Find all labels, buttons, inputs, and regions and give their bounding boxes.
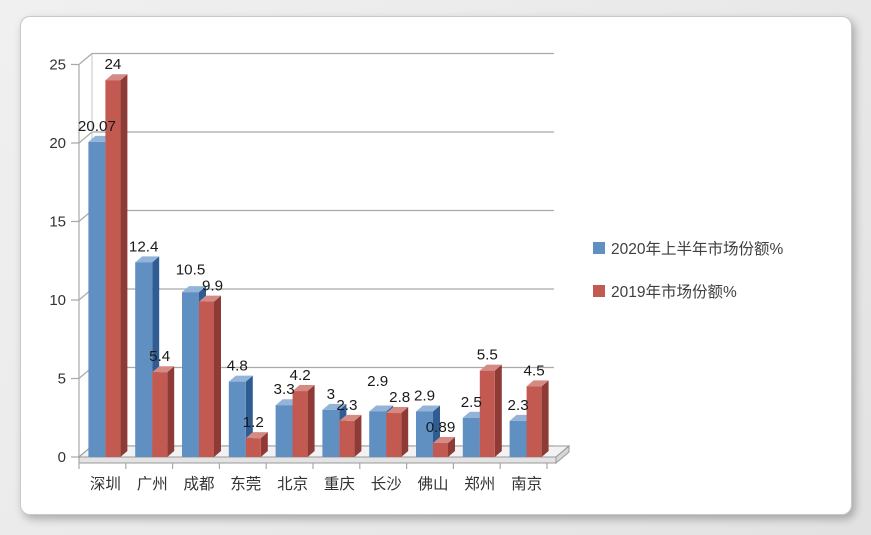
column-2020-2-top — [182, 286, 206, 293]
x-axis-category-label: 东莞 — [230, 475, 261, 493]
y-axis-tick-label: 25 — [49, 57, 66, 74]
value-label: 24 — [104, 56, 121, 73]
chart-floor-side — [555, 444, 570, 465]
column-2019-5-side — [354, 414, 362, 457]
value-label: 9.9 — [202, 278, 223, 295]
value-label: 4.8 — [227, 358, 248, 375]
y-axis-tick-label: 5 — [58, 371, 66, 388]
column-2019-8-top — [479, 364, 502, 371]
value-label: 2.9 — [414, 387, 435, 404]
column-2019-2-side — [214, 295, 221, 457]
column-2019-4-front — [292, 391, 308, 457]
value-label: 2.9 — [367, 373, 388, 390]
column-2020-1-top — [135, 256, 160, 263]
chart-canvas: 0 5 10 15 20 25 深圳 广州 成都 东莞 北京 重庆 长沙 佛山 郑州 南京 20.07 24 12.… — [49, 52, 571, 493]
legend-item-2020: 2020年上半年市场份额% — [593, 237, 783, 259]
column-2020-7-top — [416, 405, 440, 412]
value-label: 2.3 — [336, 397, 357, 414]
legend-label-2020: 2020年上半年市场份额% — [611, 241, 784, 258]
column-2020-6-front — [369, 411, 387, 457]
value-label: 0.89 — [426, 419, 456, 436]
x-axis-category-label: 佛山 — [417, 475, 448, 493]
column-2019-0-top — [105, 74, 128, 81]
y-gridline — [71, 209, 554, 223]
x-axis-category-label: 郑州 — [464, 475, 495, 493]
legend-swatch-2020-icon — [593, 242, 605, 254]
column-2019-4-side — [307, 385, 315, 457]
column-2019-1-side — [167, 366, 175, 457]
legend-label-2019: 2019年市场份额% — [611, 284, 737, 301]
column-2020-6-top — [369, 405, 394, 412]
column-2019-0-front — [105, 80, 121, 457]
column-2019-5-top — [339, 414, 362, 421]
column-2019-1-front — [152, 372, 168, 457]
value-label: 20.07 — [78, 118, 116, 135]
x-axis-category-label: 重庆 — [324, 475, 355, 493]
y-gridline — [71, 131, 554, 144]
x-axis-category-label: 南京 — [511, 475, 542, 493]
column-2020-5-top — [322, 403, 347, 410]
column-2019-3-front — [245, 438, 261, 457]
column-2019-0-side — [120, 74, 128, 457]
value-label: 10.5 — [176, 262, 206, 279]
chart-floor-front — [78, 456, 557, 464]
column-2020-5-front — [322, 409, 340, 457]
x-axis-category-label: 长沙 — [371, 475, 402, 493]
column-2019-6-top — [386, 407, 409, 414]
column-2019-7-front — [433, 443, 448, 457]
x-axis-category-label: 广州 — [137, 475, 168, 493]
column-2019-8-front — [479, 370, 495, 457]
column-2019-9-side — [541, 380, 549, 457]
value-label: 4.5 — [524, 362, 545, 379]
column-2019-2-top — [199, 295, 221, 302]
value-label: 2.3 — [508, 397, 529, 414]
column-2019-8-side — [494, 364, 502, 457]
y-gridline — [71, 52, 554, 66]
column-2019-4-top — [292, 385, 315, 392]
y-gridline — [71, 366, 554, 380]
x-axis-category-label: 深圳 — [90, 475, 121, 493]
value-label: 2.8 — [389, 389, 410, 406]
column-2019-1-top — [152, 366, 175, 373]
column-2019-2-front — [199, 301, 214, 457]
value-label: 1.2 — [243, 414, 264, 431]
column-2019-9-top — [526, 380, 549, 387]
column-2019-7-side — [448, 437, 455, 457]
y-axis-tick-label: 15 — [49, 214, 66, 231]
column-2020-1-front — [135, 262, 153, 457]
y-axis-tick-label: 20 — [49, 135, 66, 152]
column-2020-2-front — [182, 292, 199, 457]
column-2020-4-front — [275, 405, 293, 457]
legend-swatch-2019-icon — [593, 285, 605, 297]
column-2019-6-front — [386, 413, 402, 457]
y-axis-tick-label: 0 — [58, 449, 66, 466]
value-label: 4.2 — [290, 367, 311, 384]
chart-legend: 2020年上半年市场份额% 2019年市场份额% — [593, 237, 783, 323]
x-axis-category-label: 北京 — [277, 475, 308, 493]
y-axis-tick-label: 10 — [49, 292, 66, 309]
value-label: 3 — [327, 386, 335, 403]
column-2020-7-front — [416, 411, 433, 457]
value-label: 2.5 — [461, 394, 482, 411]
value-label: 5.5 — [477, 347, 498, 364]
column-2020-3-top — [228, 375, 253, 382]
column-2019-7-top — [433, 437, 455, 444]
column-2019-9-front — [526, 386, 542, 457]
column-2020-0-front — [88, 141, 106, 457]
value-label: 3.3 — [274, 381, 295, 398]
value-label: 5.4 — [149, 348, 170, 365]
column-2019-5-front — [339, 420, 355, 457]
value-label: 12.4 — [129, 238, 159, 255]
column-2020-3-front — [228, 381, 246, 457]
column-2020-8-front — [462, 417, 480, 457]
legend-item-2019: 2019年市场份额% — [593, 280, 783, 302]
x-axis-category-label: 成都 — [183, 475, 214, 493]
chart-card: 0 5 10 15 20 25 深圳 广州 成都 东莞 北京 重庆 长沙 佛山 郑州 南京 20.07 24 12.… — [20, 16, 852, 515]
y-gridline — [71, 288, 554, 301]
column-2019-3-top — [245, 432, 268, 439]
column-2019-6-side — [401, 407, 409, 457]
column-2020-9-front — [509, 420, 527, 457]
column-2019-3-side — [260, 432, 268, 457]
